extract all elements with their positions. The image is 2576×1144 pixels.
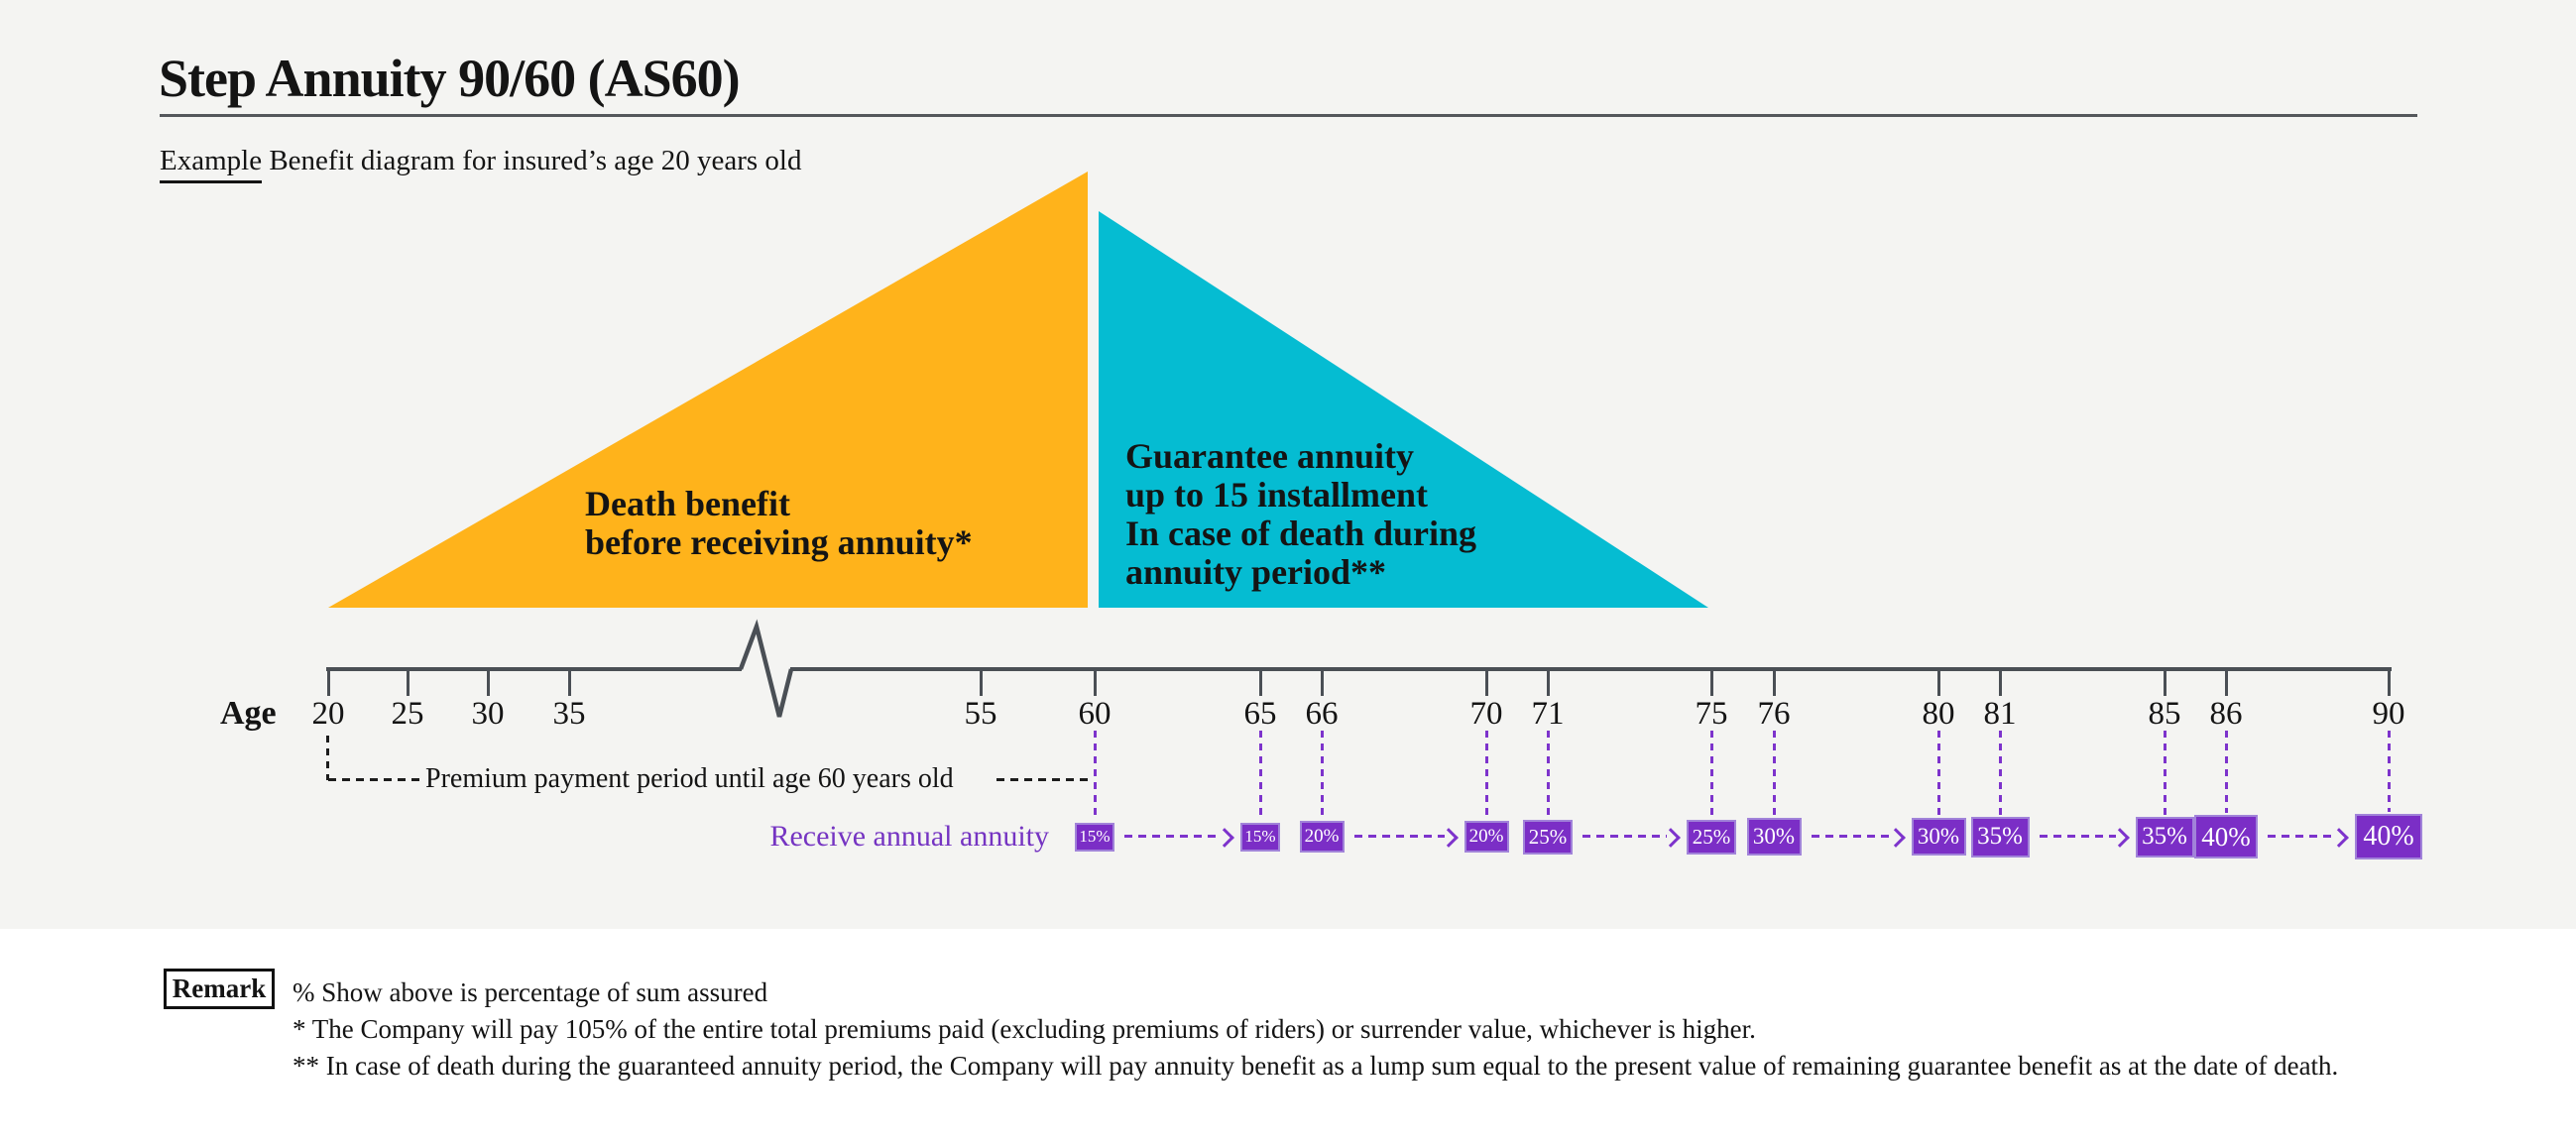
age-tick-label: 66	[1305, 696, 1339, 732]
age-tick-label: 65	[1243, 696, 1277, 732]
age-connector-dash	[2225, 731, 2228, 813]
age-tick	[2164, 669, 2166, 696]
remark-line-3: ** In case of death during the guarantee…	[293, 1051, 2339, 1081]
age-tick	[2225, 669, 2228, 696]
subtitle-rest: Benefit diagram for insured’s age 20 yea…	[262, 145, 802, 176]
annuity-badge: 40%	[2194, 815, 2258, 858]
annuity-badge: 25%	[1687, 819, 1736, 855]
annuity-arrow	[1124, 835, 1221, 838]
remark-line-2: * The Company will pay 105% of the entir…	[293, 1014, 1756, 1044]
remark-panel-background	[0, 929, 2576, 1144]
page-title: Step Annuity 90/60 (AS60)	[159, 49, 741, 108]
age-tick	[1547, 669, 1550, 696]
annuity-arrow	[1811, 835, 1892, 838]
guarantee-label-line3: In case of death during	[1125, 514, 1477, 553]
age-tick-label: 55	[964, 696, 997, 732]
annuity-badge: 25%	[1523, 819, 1573, 855]
annuity-badge: 35%	[1970, 816, 2030, 858]
age-connector-dash	[1773, 731, 1776, 816]
premium-period-note: Premium payment period until age 60 year…	[425, 763, 954, 794]
arrow-head-icon	[1215, 828, 1234, 848]
age-tick-label: 81	[1983, 696, 2017, 732]
age-tick-label: 90	[2372, 696, 2405, 732]
age-connector-dash	[1547, 731, 1550, 818]
age-tick	[568, 669, 571, 696]
annuity-badge: 30%	[1911, 818, 1966, 856]
age-tick	[1094, 669, 1097, 696]
age-connector-dash	[1937, 731, 1940, 816]
arrow-head-icon	[2329, 828, 2349, 848]
age-tick-label: 76	[1757, 696, 1791, 732]
age-tick	[980, 669, 983, 696]
age-tick-label: 71	[1531, 696, 1565, 732]
age-axis-line-left	[326, 667, 742, 671]
death-benefit-label: Death benefit before receiving annuity*	[585, 485, 973, 562]
annuity-badge: 20%	[1464, 821, 1509, 853]
annuity-arrow	[2039, 835, 2116, 838]
receive-annuity-label: Receive annual annuity	[769, 820, 1049, 853]
annuity-arrow	[1353, 835, 1445, 838]
guarantee-annuity-label: Guarantee annuity up to 15 installment I…	[1125, 437, 1476, 592]
age-tick	[1485, 669, 1488, 696]
age-connector-dash	[1094, 731, 1097, 821]
age-tick	[1937, 669, 1940, 696]
annuity-badge: 35%	[2135, 816, 2194, 858]
guarantee-label-line4: annuity period**	[1125, 552, 1387, 592]
age-connector-dash	[1999, 731, 2002, 815]
age-tick	[2388, 669, 2391, 696]
annuity-badge: 15%	[1240, 822, 1280, 852]
annuity-badge: 30%	[1746, 818, 1802, 856]
age-tick-label: 75	[1695, 696, 1728, 732]
age-tick-label: 60	[1078, 696, 1112, 732]
guarantee-label-line1: Guarantee annuity	[1125, 436, 1415, 476]
age-tick-label: 70	[1469, 696, 1503, 732]
age-tick	[487, 669, 490, 696]
arrow-head-icon	[1438, 828, 1459, 848]
age-tick	[1773, 669, 1776, 696]
age-tick	[1259, 669, 1262, 696]
subtitle: Example Benefit diagram for insured’s ag…	[160, 145, 802, 183]
age-tick-label: 80	[1922, 696, 1955, 732]
premium-period-dash-left	[328, 778, 420, 781]
age-connector-dash	[1485, 731, 1488, 819]
arrow-head-icon	[1661, 828, 1681, 848]
annuity-badge: 40%	[2355, 814, 2422, 859]
age-tick-label: 86	[2209, 696, 2243, 732]
premium-period-dash-right	[996, 778, 1091, 781]
age-tick	[407, 669, 410, 696]
annuity-arrow	[1582, 835, 1667, 838]
age-tick	[327, 669, 330, 696]
subtitle-underlined-word: Example	[160, 145, 263, 183]
annuity-badge: 15%	[1075, 822, 1114, 852]
age-tick-label: 25	[391, 696, 424, 732]
age-tick-label: 85	[2148, 696, 2181, 732]
age-axis-title: Age	[220, 695, 277, 732]
age-connector-dash	[2164, 731, 2166, 815]
guarantee-label-line2: up to 15 installment	[1125, 475, 1429, 515]
age-connector-dash	[1259, 731, 1262, 821]
arrow-head-icon	[1885, 828, 1906, 848]
remark-box: Remark	[164, 969, 275, 1009]
death-benefit-label-line1: Death benefit	[585, 484, 790, 523]
arrow-head-icon	[2109, 828, 2130, 848]
age-connector-dash	[1321, 731, 1324, 819]
age-tick-label: 30	[471, 696, 505, 732]
age-tick-label: 20	[311, 696, 345, 732]
age-connector-dash	[1710, 731, 1713, 818]
annuity-arrow	[2268, 835, 2335, 838]
age-axis-line-right	[790, 667, 2392, 671]
age-connector-dash	[2388, 731, 2391, 812]
annuity-badge: 20%	[1299, 821, 1345, 853]
age-tick-label: 35	[552, 696, 586, 732]
remark-line-1: % Show above is percentage of sum assure…	[293, 977, 768, 1007]
remark-lines: % Show above is percentage of sum assure…	[293, 974, 2338, 1085]
age-tick	[1321, 669, 1324, 696]
age-tick	[1999, 669, 2002, 696]
death-benefit-label-line2: before receiving annuity*	[585, 522, 973, 562]
title-divider	[160, 114, 2417, 117]
age-tick	[1710, 669, 1713, 696]
premium-period-start-dash	[326, 736, 329, 780]
axis-break-zigzag-icon	[738, 619, 794, 718]
